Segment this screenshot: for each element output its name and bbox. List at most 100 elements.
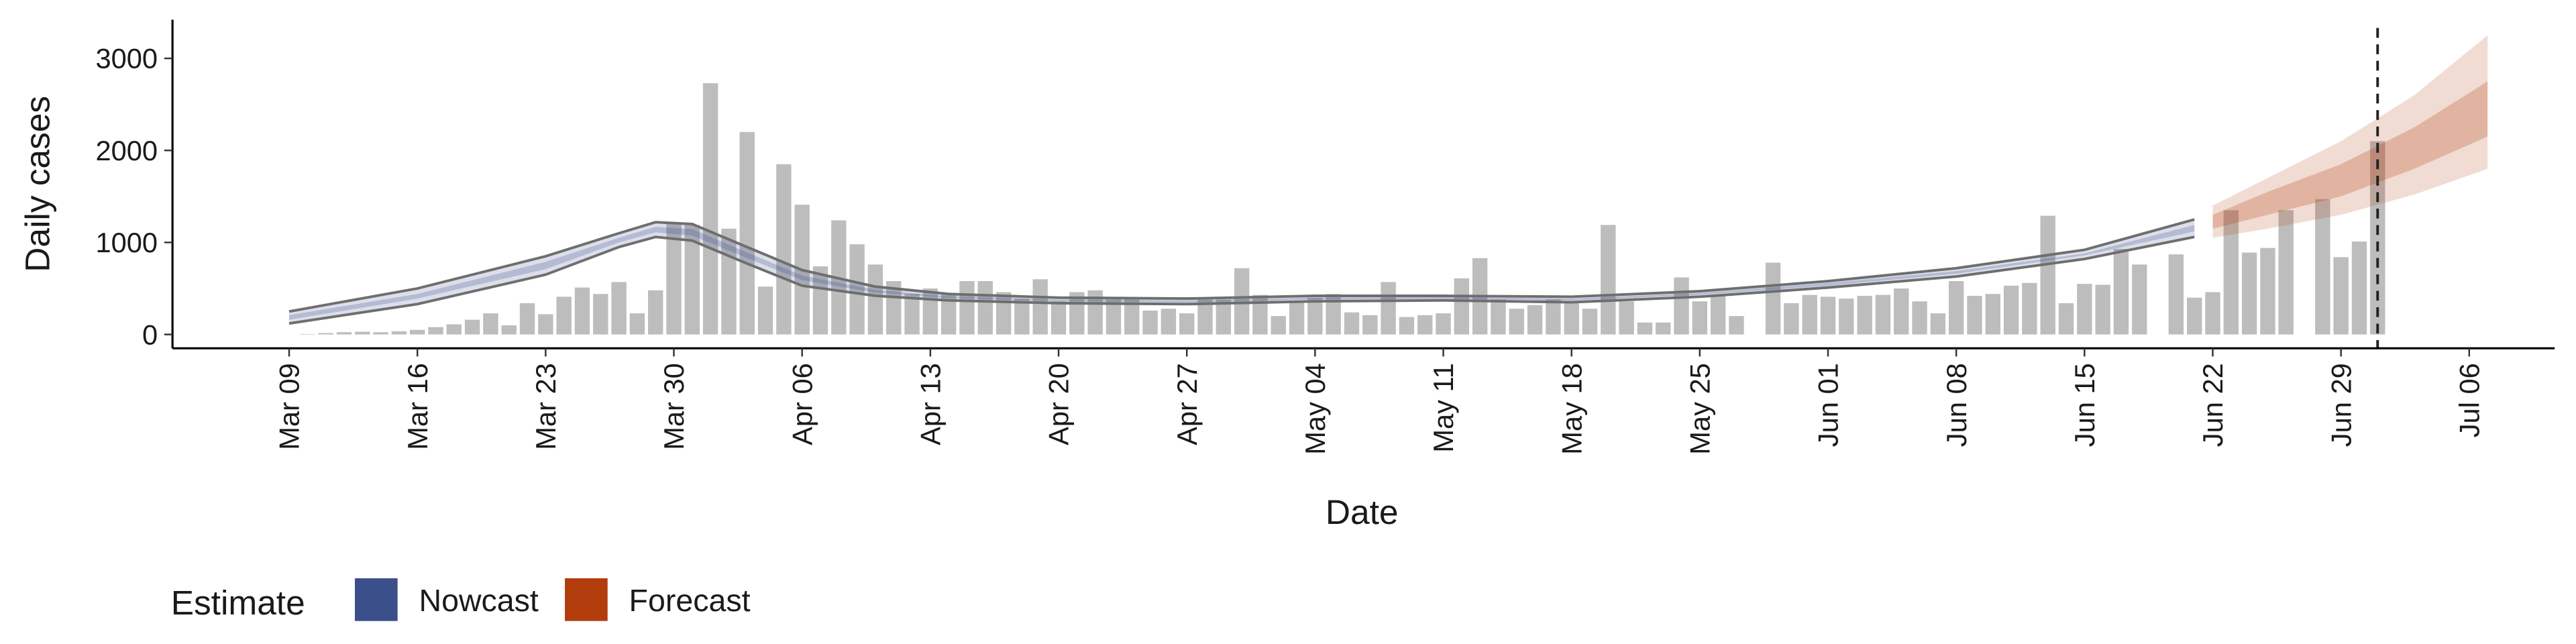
bar [2260,248,2275,335]
bar [1894,288,1909,335]
bar [483,313,498,335]
bar [941,294,957,335]
bar [1948,281,1964,335]
bar [2278,210,2294,335]
bar [959,281,975,335]
bar [464,319,480,335]
bar [1674,277,1689,335]
bar [1491,299,1506,335]
bar [1326,294,1341,335]
bar [1509,309,1524,335]
bar [1564,302,1579,335]
bar [1436,313,1451,335]
bar [2113,249,2129,335]
bar [977,281,993,335]
bar [739,131,755,335]
x-tick-label: Apr 06 [786,363,818,445]
bar [1271,316,1286,335]
bar [1087,290,1103,335]
bar [501,325,517,335]
x-tick-label: Jun 22 [2197,363,2229,447]
bar [629,313,645,335]
bar [2132,264,2147,335]
bar [1582,309,1598,335]
x-tick-label: Jul 06 [2454,363,2485,437]
bar [373,332,388,335]
bar [2205,292,2220,335]
x-tick-label: Apr 13 [915,363,947,445]
bar [1454,278,1470,335]
bar [2315,199,2330,335]
bar [336,332,352,335]
x-tick-label: May 11 [1428,363,1459,452]
bar [2040,215,2055,335]
band-edge [288,235,2195,325]
bar [1839,299,1854,335]
bar [300,333,315,335]
bar [2241,252,2257,335]
bar [1307,297,1323,335]
x-tick-label: Jun 01 [1813,363,1844,447]
bar [2186,297,2202,335]
bar [446,324,462,335]
bar [1216,299,1231,335]
bar [1399,317,1415,335]
bar [409,329,425,335]
bar [1124,299,1140,335]
band-90 [2212,35,2488,238]
legend-swatch [565,578,608,621]
bar [886,281,902,335]
bar [1967,295,1982,335]
bar [1656,322,1671,335]
bar [757,286,773,335]
bar [849,244,865,335]
bar [1802,294,1817,335]
bar [1985,294,2000,335]
x-tick-label: Mar 23 [530,363,561,450]
x-tick-label: Jun 29 [2325,363,2357,447]
bar [1710,294,1726,335]
bar [904,294,920,335]
bar [812,266,828,335]
bar [593,294,608,335]
bar [1527,305,1543,335]
band-50 [2212,81,2488,229]
bar [1820,297,1836,335]
bar [2022,282,2037,335]
bar [1179,313,1195,335]
bar [1875,294,1891,335]
bar [776,164,792,335]
bar [1729,316,1744,335]
legend-label: Nowcast [419,583,538,618]
bar [2351,241,2367,335]
bar [1197,299,1213,335]
x-tick-label: Mar 30 [658,363,690,450]
x-tick-label: Jun 08 [1941,363,1972,447]
bar [1692,301,1708,335]
bar [1912,301,1927,335]
bar [702,83,718,335]
bar [1032,279,1048,335]
x-tick-label: May 18 [1556,363,1587,455]
bar [1014,299,1030,335]
bar [2095,284,2110,335]
bar [611,282,627,335]
bar [1344,312,1360,335]
legend-swatch [354,578,398,621]
y-tick-label: 0 [142,319,158,350]
bar [1252,294,1268,335]
bar [1362,315,1378,335]
bar [1106,299,1122,335]
bar [574,287,590,335]
bar [1619,301,1634,335]
bar [867,264,883,335]
band-50 [289,225,2195,320]
bar [1546,299,1561,335]
bar [1417,315,1433,335]
bar [391,331,407,335]
bar [2370,141,2385,335]
bar [1051,301,1067,335]
bar [355,331,370,335]
